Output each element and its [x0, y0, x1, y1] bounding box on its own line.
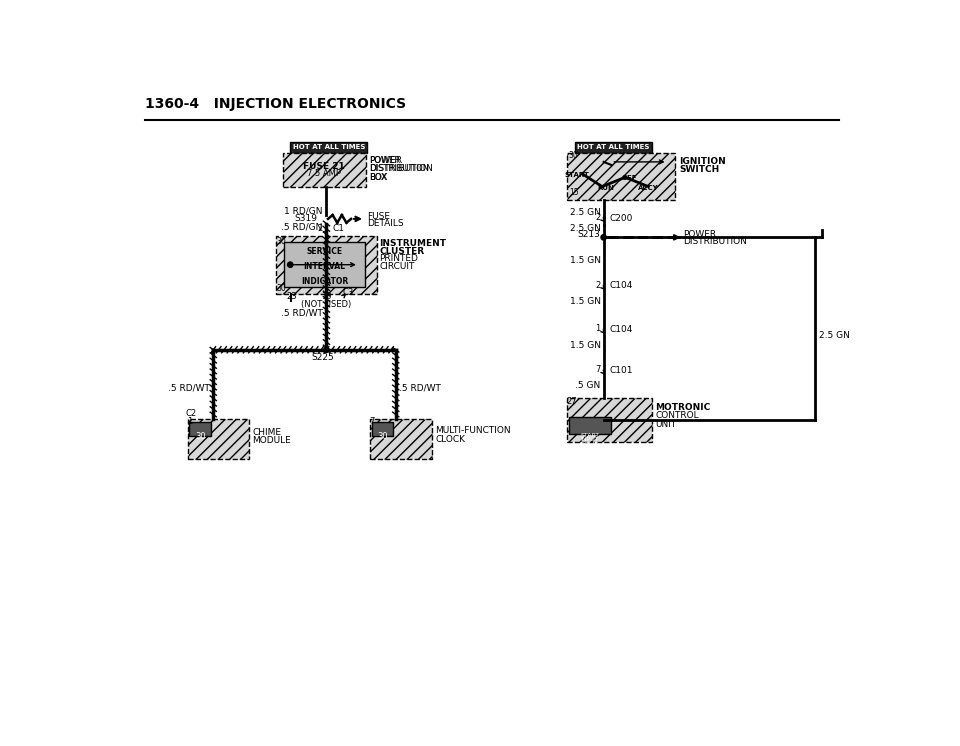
Text: 2.5 GN: 2.5 GN — [819, 331, 851, 340]
Text: SWITCH: SWITCH — [679, 165, 719, 174]
Text: 15: 15 — [569, 188, 579, 197]
Text: DISTRIBUTION: DISTRIBUTION — [683, 237, 747, 246]
Text: C1: C1 — [332, 225, 345, 233]
Text: POWER: POWER — [683, 230, 716, 239]
Text: S319: S319 — [294, 214, 317, 223]
Text: S225: S225 — [311, 353, 334, 362]
Text: CONTROL: CONTROL — [656, 412, 699, 421]
Text: DISTRIBUTION: DISTRIBUTION — [369, 164, 429, 173]
Bar — [371, 419, 432, 459]
Text: CHIME: CHIME — [252, 428, 281, 437]
Text: 7: 7 — [370, 418, 374, 427]
Text: 2.5 GN: 2.5 GN — [569, 208, 601, 217]
Circle shape — [288, 262, 293, 267]
Text: 1.5 GN: 1.5 GN — [569, 256, 601, 265]
Text: UNIT: UNIT — [656, 420, 677, 429]
Text: CLUSTER: CLUSTER — [379, 247, 424, 256]
Text: C2: C2 — [185, 409, 197, 418]
Bar — [188, 419, 250, 459]
Text: C101: C101 — [610, 366, 634, 375]
Text: INPUT: INPUT — [581, 437, 599, 442]
Text: 1.5 GN: 1.5 GN — [569, 297, 601, 306]
Text: 1 RD/GN: 1 RD/GN — [284, 207, 323, 216]
Text: MODULE: MODULE — [252, 436, 291, 445]
Text: 2: 2 — [595, 280, 601, 289]
Text: INSTRUMENT: INSTRUMENT — [379, 239, 446, 248]
Text: C3: C3 — [343, 288, 354, 297]
Text: 2: 2 — [595, 213, 601, 222]
Text: 7: 7 — [595, 366, 601, 374]
Bar — [290, 142, 368, 153]
Bar — [372, 422, 394, 436]
Text: 10: 10 — [322, 292, 332, 301]
Text: 30: 30 — [377, 431, 388, 441]
Text: .5 RD/WT: .5 RD/WT — [168, 383, 210, 393]
Bar — [567, 153, 675, 201]
Text: 30: 30 — [568, 151, 579, 160]
Text: .5 RD/WT: .5 RD/WT — [398, 383, 441, 393]
Bar — [276, 236, 376, 294]
Text: FUSE: FUSE — [368, 212, 391, 221]
Text: S213: S213 — [578, 230, 601, 239]
Text: 1: 1 — [595, 325, 601, 333]
Text: 1360-4   INJECTION ELECTRONICS: 1360-4 INJECTION ELECTRONICS — [146, 97, 407, 111]
Circle shape — [601, 235, 607, 240]
Text: DETAILS: DETAILS — [368, 219, 404, 228]
Text: 23: 23 — [286, 292, 297, 301]
Text: 2.5 GN: 2.5 GN — [569, 224, 601, 233]
Text: POWER: POWER — [369, 156, 402, 165]
Bar — [189, 422, 211, 436]
Text: C104: C104 — [610, 281, 634, 290]
Text: HOT AT ALL TIMES: HOT AT ALL TIMES — [578, 144, 650, 150]
Text: 30: 30 — [276, 236, 286, 245]
Text: 1: 1 — [187, 418, 192, 427]
Text: INDICATOR: INDICATOR — [300, 277, 348, 286]
Text: BOX: BOX — [369, 173, 387, 182]
Text: RUN: RUN — [597, 184, 614, 191]
Text: HOT AT ALL TIMES: HOT AT ALL TIMES — [293, 144, 365, 150]
Text: INTERVAL: INTERVAL — [303, 262, 346, 271]
Text: CLOCK: CLOCK — [435, 436, 465, 445]
Text: START: START — [564, 172, 589, 178]
Text: OFF: OFF — [621, 175, 636, 181]
Text: 2: 2 — [318, 225, 323, 233]
Text: BOX: BOX — [369, 173, 387, 182]
Text: 27: 27 — [566, 397, 577, 406]
Text: .5 RD/GN: .5 RD/GN — [281, 222, 323, 231]
Text: POWER: POWER — [369, 156, 400, 165]
Text: .5 RD/WT: .5 RD/WT — [280, 308, 323, 317]
Text: STATE: STATE — [581, 446, 600, 451]
Text: DISTRIBUTION: DISTRIBUTION — [369, 164, 433, 173]
Text: 30: 30 — [195, 431, 205, 441]
Text: PRINTED: PRINTED — [379, 254, 419, 263]
Text: .5 GN: .5 GN — [575, 381, 601, 390]
Text: 30: 30 — [276, 283, 286, 292]
Text: ACCY: ACCY — [638, 184, 659, 191]
Text: C200: C200 — [610, 213, 634, 222]
Text: (NOT USED): (NOT USED) — [301, 301, 351, 310]
Text: 1.5 GN: 1.5 GN — [569, 341, 601, 350]
Text: SOLID: SOLID — [581, 442, 600, 447]
Text: MOTRONIC: MOTRONIC — [656, 403, 710, 412]
Bar — [569, 416, 612, 433]
Text: 7.5 AMP: 7.5 AMP — [307, 169, 341, 178]
Text: SERVICE: SERVICE — [306, 247, 343, 256]
Circle shape — [324, 347, 329, 352]
Bar — [284, 242, 365, 287]
Text: C104: C104 — [610, 325, 634, 334]
Text: IGNITION: IGNITION — [679, 157, 726, 166]
Bar — [575, 142, 652, 153]
Text: MULTI-FUNCTION: MULTI-FUNCTION — [435, 426, 511, 435]
Text: START: START — [581, 433, 600, 438]
Text: CIRCUIT: CIRCUIT — [379, 262, 415, 271]
Text: FUSE 21: FUSE 21 — [303, 163, 345, 172]
Bar — [567, 398, 652, 442]
Bar — [282, 153, 366, 187]
